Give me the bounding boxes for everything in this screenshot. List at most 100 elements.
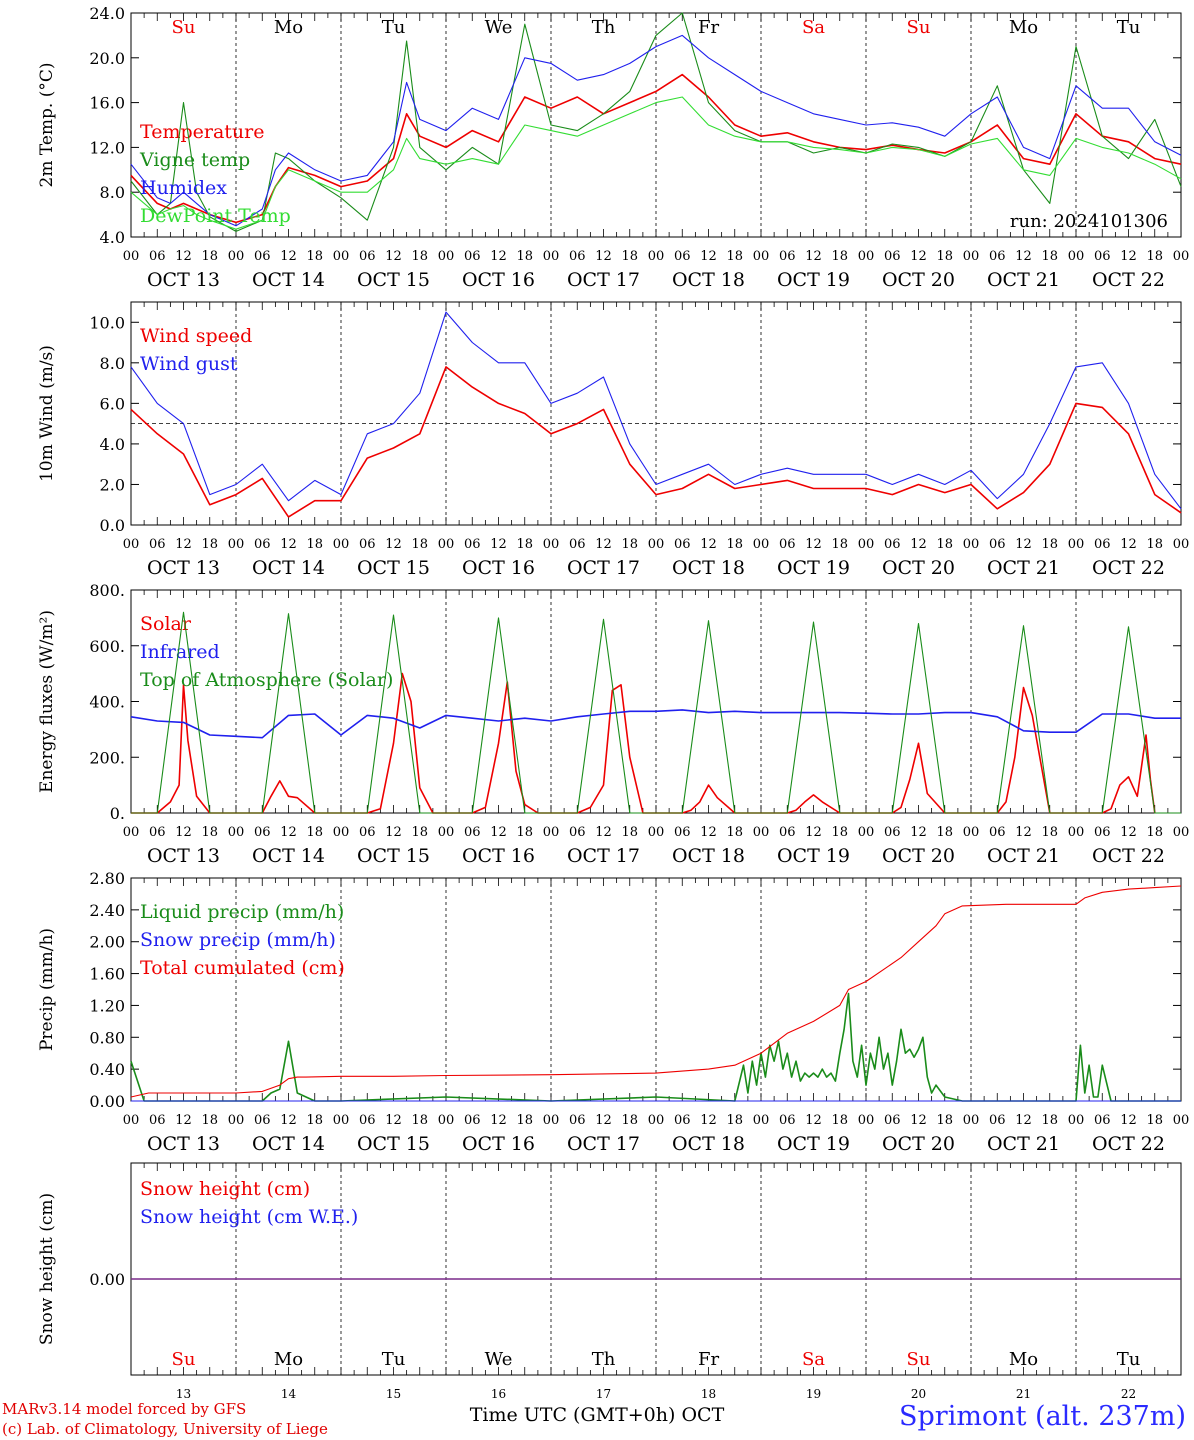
hour-tick-label: 18 (1041, 537, 1058, 552)
hour-tick-label: 00 (333, 825, 350, 840)
series-line-infrared (130, 709, 1181, 739)
date-label: OCT 19 (777, 845, 850, 867)
hour-tick-label: 00 (438, 825, 455, 840)
hour-tick-label: 00 (1068, 537, 1085, 552)
hour-tick-label: 18 (936, 537, 953, 552)
hour-tick-label: 00 (1068, 1113, 1085, 1128)
date-label: OCT 22 (1092, 1133, 1165, 1155)
legend-entry: Snow height (cm W.E.) (140, 1206, 358, 1228)
y-tick-label: 12.0 (89, 138, 125, 157)
hour-tick-label: 00 (648, 537, 665, 552)
legend-entry: Solar (140, 613, 192, 635)
hour-tick-label: 18 (831, 1113, 848, 1128)
hour-tick-label: 12 (700, 1113, 717, 1128)
y-tick-label: 600. (89, 637, 125, 656)
legend-entry: Vigne temp (139, 149, 250, 171)
y-tick-label: 24.0 (89, 4, 125, 23)
hour-tick-label: 12 (1120, 249, 1137, 264)
hour-tick-label: 06 (254, 1113, 271, 1128)
y-tick-label: 0.0 (100, 516, 125, 535)
hour-tick-label: 00 (123, 537, 140, 552)
hour-tick-label: 06 (149, 537, 166, 552)
run-annotation: run: 2024101306 (1010, 211, 1168, 232)
hour-tick-label: 12 (175, 1113, 192, 1128)
hour-tick-label: 00 (543, 1113, 560, 1128)
hour-tick-label: 00 (648, 249, 665, 264)
hour-tick-label: 12 (1015, 537, 1032, 552)
weekday-label: We (485, 1349, 513, 1370)
series-line-solar (131, 672, 1156, 814)
day-number-label: 16 (491, 1387, 506, 1401)
date-label: OCT 15 (357, 269, 430, 291)
hour-tick-label: 00 (753, 825, 770, 840)
hour-tick-label: 18 (936, 825, 953, 840)
hour-tick-label: 18 (411, 249, 428, 264)
date-label: OCT 22 (1092, 557, 1165, 579)
hour-tick-label: 00 (858, 825, 875, 840)
hour-tick-label: 18 (1146, 825, 1163, 840)
hour-tick-label: 18 (621, 1113, 638, 1128)
hour-tick-label: 18 (516, 537, 533, 552)
hour-tick-label: 06 (464, 537, 481, 552)
date-label: OCT 18 (672, 845, 745, 867)
y-tick-label: 0.80 (89, 1028, 125, 1047)
hour-tick-label: 12 (280, 249, 297, 264)
date-label: OCT 21 (987, 557, 1060, 579)
date-label: OCT 15 (357, 845, 430, 867)
y-axis-label: Snow height (cm) (37, 1193, 57, 1345)
hour-tick-label: 06 (884, 249, 901, 264)
copyright: (c) Lab. of Climatology, University of L… (2, 1420, 328, 1438)
hour-tick-label: 18 (621, 249, 638, 264)
date-label: OCT 13 (147, 557, 220, 579)
date-label: OCT 17 (567, 845, 640, 867)
hour-tick-label: 00 (228, 537, 245, 552)
hour-tick-label: 00 (543, 249, 560, 264)
y-axis-label: 10m Wind (m/s) (37, 345, 57, 482)
weekday-label: Fr (698, 1349, 719, 1370)
y-tick-label: 2.40 (89, 901, 125, 920)
y-tick-label: 1.20 (89, 996, 125, 1015)
weekday-label: Mo (274, 1349, 303, 1370)
hour-tick-label: 12 (385, 1113, 402, 1128)
y-tick-label: 1.60 (89, 965, 125, 984)
weekday-label: Tu (1117, 1349, 1141, 1370)
y-axis-label: Precip (mm/h) (37, 928, 57, 1051)
hour-tick-label: 12 (490, 825, 507, 840)
weekday-label: Mo (1009, 1349, 1038, 1370)
hour-tick-label: 18 (411, 825, 428, 840)
hour-tick-label: 18 (936, 249, 953, 264)
date-label: OCT 14 (252, 557, 325, 579)
hour-tick-label: 18 (306, 825, 323, 840)
weekday-label: Tu (1117, 17, 1141, 38)
hour-tick-label: 12 (175, 249, 192, 264)
hour-tick-label: 06 (674, 825, 691, 840)
hour-tick-label: 18 (1041, 1113, 1058, 1128)
hour-tick-label: 06 (464, 825, 481, 840)
y-axis-label: 2m Temp. (°C) (37, 62, 57, 187)
y-tick-label: 8.0 (100, 354, 125, 373)
date-label: OCT 14 (252, 269, 325, 291)
series-line-liquid-precip-mm-h- (130, 992, 1181, 1102)
hour-tick-label: 00 (1173, 249, 1190, 264)
hour-tick-label: 18 (831, 825, 848, 840)
date-label: OCT 21 (987, 845, 1060, 867)
legend-entry: Temperature (140, 121, 264, 143)
hour-tick-label: 00 (333, 249, 350, 264)
hour-tick-label: 06 (359, 825, 376, 840)
y-axis-label: Energy fluxes (W/m²) (37, 610, 57, 793)
series-line-top-of-atmosphere-solar- (131, 611, 1181, 814)
hour-tick-label: 06 (674, 249, 691, 264)
hour-tick-label: 06 (569, 249, 586, 264)
legend-entry: Infrared (140, 641, 220, 663)
y-tick-label: 16.0 (89, 94, 125, 113)
hour-tick-label: 00 (858, 537, 875, 552)
hour-tick-label: 00 (963, 249, 980, 264)
hour-tick-label: 12 (700, 537, 717, 552)
hour-tick-label: 06 (464, 1113, 481, 1128)
hour-tick-label: 18 (516, 1113, 533, 1128)
hour-tick-label: 00 (1068, 249, 1085, 264)
hour-tick-label: 12 (280, 537, 297, 552)
date-label: OCT 19 (777, 1133, 850, 1155)
hour-tick-label: 00 (1173, 825, 1190, 840)
hour-tick-label: 00 (858, 1113, 875, 1128)
